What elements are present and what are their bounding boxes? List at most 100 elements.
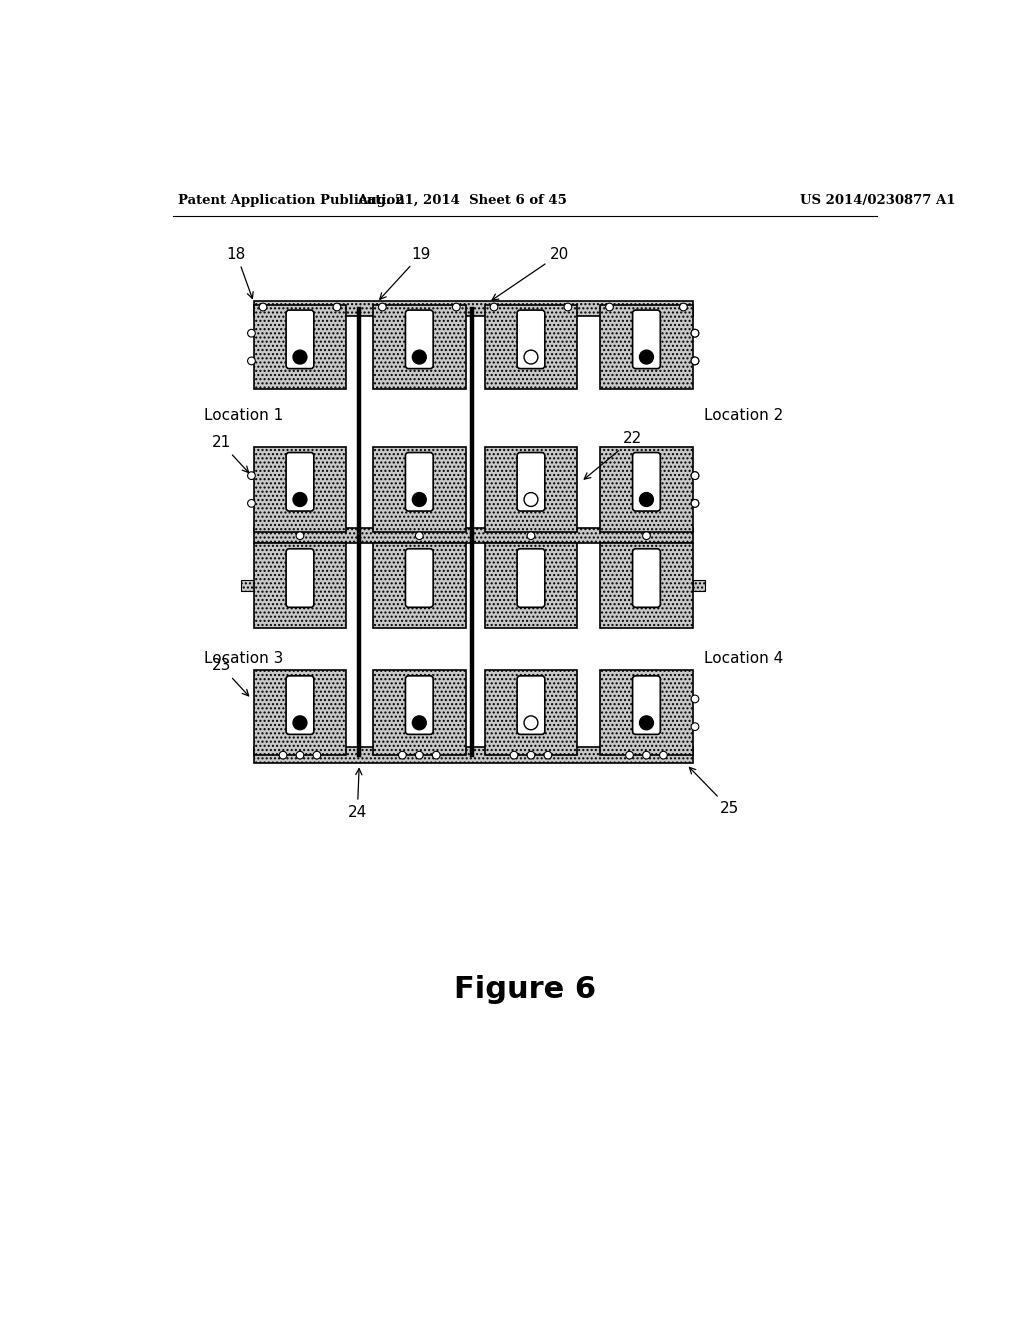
Bar xyxy=(254,528,692,544)
Bar xyxy=(600,544,692,628)
Circle shape xyxy=(416,532,423,540)
Bar xyxy=(484,671,578,755)
Text: 21: 21 xyxy=(211,436,249,473)
Circle shape xyxy=(398,751,407,759)
FancyBboxPatch shape xyxy=(286,310,313,368)
Circle shape xyxy=(643,751,650,759)
Circle shape xyxy=(524,715,538,730)
Circle shape xyxy=(293,492,307,507)
Circle shape xyxy=(691,330,698,337)
Text: Patent Application Publication: Patent Application Publication xyxy=(178,194,406,207)
FancyBboxPatch shape xyxy=(286,549,313,607)
FancyBboxPatch shape xyxy=(286,676,313,734)
Bar xyxy=(242,581,254,591)
Circle shape xyxy=(640,492,653,507)
Text: Location 2: Location 2 xyxy=(705,408,783,424)
Text: 18: 18 xyxy=(226,247,253,298)
Circle shape xyxy=(413,715,426,730)
Circle shape xyxy=(453,304,460,312)
Bar xyxy=(373,544,466,628)
Circle shape xyxy=(280,751,287,759)
FancyBboxPatch shape xyxy=(406,453,433,511)
FancyBboxPatch shape xyxy=(633,549,660,607)
FancyBboxPatch shape xyxy=(406,676,433,734)
Circle shape xyxy=(248,330,255,337)
Circle shape xyxy=(691,471,698,479)
Circle shape xyxy=(691,696,698,702)
Text: 20: 20 xyxy=(493,247,569,300)
Circle shape xyxy=(691,723,698,730)
FancyBboxPatch shape xyxy=(633,453,660,511)
Circle shape xyxy=(659,751,668,759)
Bar xyxy=(254,747,692,763)
Circle shape xyxy=(313,751,321,759)
Circle shape xyxy=(413,492,426,507)
Circle shape xyxy=(527,751,535,759)
Circle shape xyxy=(626,751,634,759)
FancyBboxPatch shape xyxy=(517,549,545,607)
FancyBboxPatch shape xyxy=(406,549,433,607)
Text: 25: 25 xyxy=(689,767,739,816)
FancyBboxPatch shape xyxy=(406,310,433,368)
FancyBboxPatch shape xyxy=(517,676,545,734)
Text: Figure 6: Figure 6 xyxy=(454,975,596,1005)
Bar xyxy=(373,447,466,532)
Bar xyxy=(373,671,466,755)
Text: 19: 19 xyxy=(380,247,431,300)
Circle shape xyxy=(293,350,307,364)
Text: 24: 24 xyxy=(348,768,367,820)
Circle shape xyxy=(248,499,255,507)
Circle shape xyxy=(293,715,307,730)
Circle shape xyxy=(605,304,613,312)
Circle shape xyxy=(259,304,267,312)
Bar xyxy=(373,305,466,389)
Circle shape xyxy=(691,471,698,479)
Bar xyxy=(600,447,692,532)
Circle shape xyxy=(524,350,538,364)
Circle shape xyxy=(490,304,498,312)
Circle shape xyxy=(524,492,538,507)
Circle shape xyxy=(691,330,698,337)
Circle shape xyxy=(296,751,304,759)
Circle shape xyxy=(379,304,386,312)
Circle shape xyxy=(643,532,650,540)
Circle shape xyxy=(296,532,304,540)
Circle shape xyxy=(640,715,653,730)
Text: Aug. 21, 2014  Sheet 6 of 45: Aug. 21, 2014 Sheet 6 of 45 xyxy=(356,194,566,207)
Bar xyxy=(692,581,705,591)
Circle shape xyxy=(680,304,687,312)
Text: 22: 22 xyxy=(585,432,643,479)
Text: Location 4: Location 4 xyxy=(705,651,783,665)
Text: 23: 23 xyxy=(211,659,249,696)
Circle shape xyxy=(564,304,571,312)
Circle shape xyxy=(640,350,653,364)
FancyBboxPatch shape xyxy=(517,453,545,511)
Text: Location 1: Location 1 xyxy=(204,408,283,424)
Circle shape xyxy=(413,350,426,364)
Bar xyxy=(484,544,578,628)
Text: US 2014/0230877 A1: US 2014/0230877 A1 xyxy=(801,194,956,207)
Circle shape xyxy=(527,532,535,540)
Bar xyxy=(254,301,692,317)
Circle shape xyxy=(691,358,698,364)
Bar xyxy=(600,305,692,389)
Circle shape xyxy=(248,358,255,364)
Circle shape xyxy=(333,304,341,312)
Circle shape xyxy=(544,751,552,759)
FancyBboxPatch shape xyxy=(286,453,313,511)
Circle shape xyxy=(248,471,255,479)
Bar xyxy=(484,447,578,532)
Circle shape xyxy=(691,499,698,507)
Circle shape xyxy=(691,499,698,507)
FancyBboxPatch shape xyxy=(517,310,545,368)
Circle shape xyxy=(691,358,698,364)
Text: Location 3: Location 3 xyxy=(204,651,283,665)
FancyBboxPatch shape xyxy=(633,310,660,368)
Bar xyxy=(254,544,346,628)
FancyBboxPatch shape xyxy=(633,676,660,734)
Circle shape xyxy=(432,751,440,759)
Bar xyxy=(484,305,578,389)
Bar xyxy=(254,671,346,755)
Bar xyxy=(600,671,692,755)
Bar xyxy=(254,305,346,389)
